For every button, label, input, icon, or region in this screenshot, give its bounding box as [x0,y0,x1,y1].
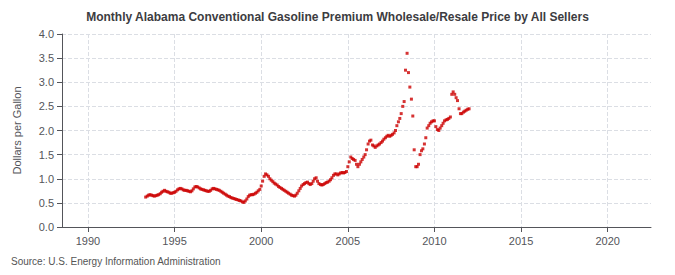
svg-text:1990: 1990 [76,235,100,247]
svg-text:2020: 2020 [595,235,619,247]
svg-text:1.5: 1.5 [39,149,54,161]
svg-text:0.0: 0.0 [39,221,54,233]
svg-text:3.5: 3.5 [39,52,54,64]
svg-text:Monthly Alabama Conventional G: Monthly Alabama Conventional Gasoline Pr… [86,10,589,24]
svg-text:2.5: 2.5 [39,100,54,112]
svg-text:2000: 2000 [249,235,273,247]
svg-text:2005: 2005 [336,235,360,247]
svg-text:1.0: 1.0 [39,173,54,185]
svg-text:2.0: 2.0 [39,125,54,137]
svg-text:Source: U.S. Energy Informatio: Source: U.S. Energy Information Administ… [11,256,221,267]
svg-text:0.5: 0.5 [39,197,54,209]
svg-text:4.0: 4.0 [39,28,54,40]
svg-text:Dollars per Gallon: Dollars per Gallon [11,86,23,174]
svg-text:2010: 2010 [422,235,446,247]
svg-text:3.0: 3.0 [39,76,54,88]
svg-text:2015: 2015 [509,235,533,247]
svg-text:1995: 1995 [162,235,186,247]
